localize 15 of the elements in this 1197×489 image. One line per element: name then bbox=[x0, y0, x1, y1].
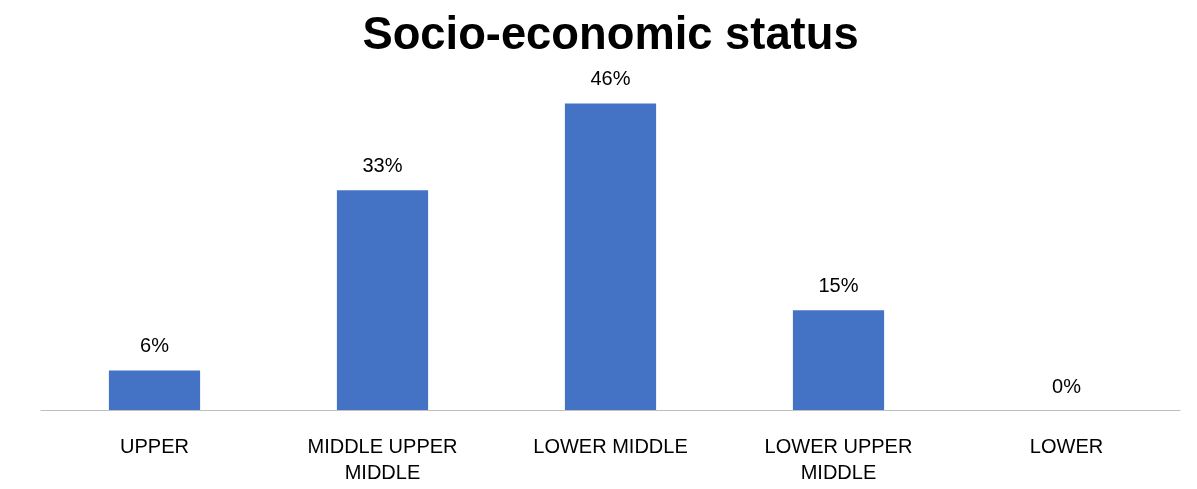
data-label: 15% bbox=[818, 274, 859, 297]
bar bbox=[108, 370, 201, 411]
data-label: 33% bbox=[362, 154, 403, 177]
x-tick-label: UPPER bbox=[120, 434, 189, 457]
bar bbox=[564, 103, 657, 411]
x-tick-label: LOWER MIDDLE bbox=[533, 434, 688, 457]
data-label: 6% bbox=[140, 334, 170, 357]
chart-title: Socio-economic status bbox=[362, 7, 859, 59]
bar bbox=[336, 190, 429, 411]
x-tick-label: LOWER UPPER MIDDLE bbox=[764, 434, 913, 483]
x-tick-label: LOWER bbox=[1029, 434, 1104, 457]
bar bbox=[792, 310, 885, 411]
x-tick-label: MIDDLE UPPER MIDDLE bbox=[307, 434, 458, 483]
data-label: 0% bbox=[1052, 374, 1082, 397]
data-label: 46% bbox=[590, 67, 631, 90]
